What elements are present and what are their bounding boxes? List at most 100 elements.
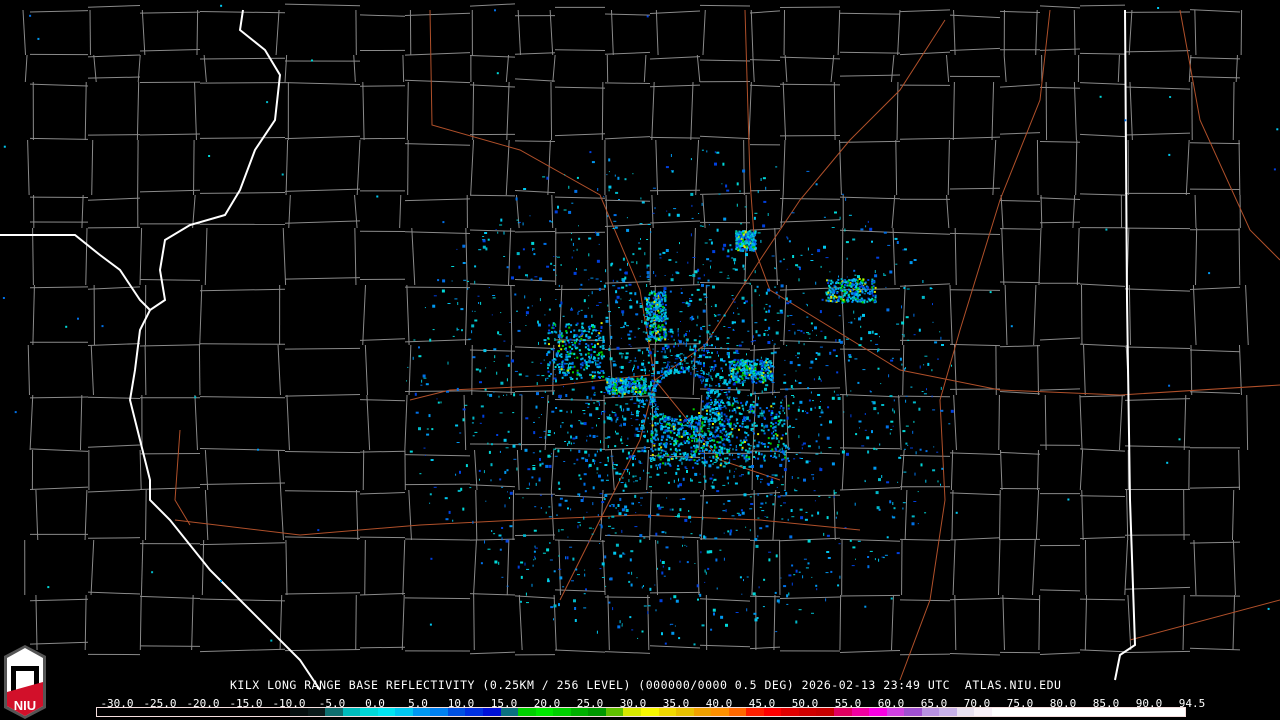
county-line bbox=[703, 449, 706, 491]
echo-pixel bbox=[636, 378, 639, 381]
echo-pixel bbox=[730, 367, 733, 370]
echo-pixel bbox=[691, 425, 694, 427]
county-line bbox=[81, 194, 84, 229]
echo-pixel bbox=[578, 335, 581, 338]
echo-pixel bbox=[700, 326, 703, 330]
echo-pixel bbox=[703, 535, 706, 539]
echo-pixel bbox=[532, 465, 536, 466]
echo-pixel bbox=[870, 340, 872, 342]
county-line bbox=[553, 594, 557, 651]
echo-pixel bbox=[496, 371, 498, 375]
echo-pixel bbox=[551, 453, 553, 455]
echo-pixel bbox=[668, 331, 670, 333]
echo-pixel bbox=[627, 451, 630, 455]
echo-pixel bbox=[560, 264, 562, 266]
echo-pixel bbox=[710, 419, 713, 422]
county-line bbox=[404, 394, 408, 451]
county-line bbox=[87, 54, 141, 58]
echo-pixel bbox=[602, 371, 605, 374]
echo-pixel bbox=[782, 458, 785, 461]
county-line bbox=[469, 349, 516, 352]
echo-pixel bbox=[728, 440, 731, 443]
echo-pixel bbox=[684, 451, 687, 455]
echo-pixel bbox=[550, 373, 552, 375]
echo-pixel bbox=[692, 453, 695, 456]
echo-pixel bbox=[793, 458, 796, 460]
county-line bbox=[839, 487, 901, 491]
echo-pixel bbox=[829, 271, 831, 273]
echo-pixel bbox=[910, 386, 913, 388]
echo-pixel bbox=[605, 585, 607, 587]
echo-pixel bbox=[655, 331, 658, 334]
echo-pixel bbox=[586, 395, 589, 399]
echo-pixel bbox=[598, 371, 601, 374]
county-line bbox=[282, 227, 287, 286]
echo-pixel bbox=[592, 435, 596, 438]
county-line bbox=[643, 54, 647, 83]
echo-pixel bbox=[940, 409, 944, 412]
echo-pixel bbox=[661, 435, 665, 439]
echo-pixel bbox=[588, 330, 590, 333]
echo-pixel bbox=[658, 316, 661, 319]
echo-pixel bbox=[743, 364, 745, 367]
county-line bbox=[404, 52, 471, 56]
echo-pixel bbox=[663, 333, 666, 336]
echo-pixel bbox=[604, 555, 607, 559]
echo-pixel bbox=[558, 363, 561, 365]
echo-pixel bbox=[507, 491, 508, 493]
echo-pixel bbox=[525, 417, 529, 420]
echo-pixel bbox=[619, 377, 622, 380]
echo-pixel bbox=[501, 537, 503, 541]
echo-pixel bbox=[532, 248, 535, 250]
echo-pixel bbox=[877, 412, 879, 415]
echo-pixel bbox=[873, 466, 877, 470]
echo-pixel bbox=[700, 440, 703, 443]
echo-pixel bbox=[781, 425, 784, 428]
county-line bbox=[1003, 54, 1007, 83]
echo-pixel bbox=[853, 310, 855, 314]
echo-pixel bbox=[587, 325, 590, 328]
echo-pixel bbox=[606, 416, 610, 420]
echo-pixel bbox=[733, 475, 735, 478]
echo-pixel bbox=[755, 381, 758, 384]
echo-pixel bbox=[902, 502, 906, 504]
echo-pixel bbox=[642, 351, 644, 355]
echo-pixel bbox=[757, 415, 760, 418]
echo-pixel bbox=[444, 497, 448, 500]
echo-pixel bbox=[520, 575, 523, 579]
echo-pixel bbox=[742, 249, 745, 252]
county-line bbox=[404, 390, 471, 392]
echo-pixel bbox=[598, 243, 600, 245]
echo-pixel bbox=[527, 306, 530, 309]
echo-pixel bbox=[596, 363, 599, 366]
county-line bbox=[699, 4, 751, 7]
echo-pixel bbox=[565, 347, 567, 350]
echo-pixel bbox=[783, 381, 787, 384]
echo-pixel bbox=[643, 605, 647, 607]
echo-pixel bbox=[650, 459, 651, 462]
county-line bbox=[1128, 9, 1133, 56]
echo-pixel bbox=[665, 546, 669, 549]
county-line bbox=[1185, 139, 1190, 196]
echo-pixel bbox=[580, 376, 583, 379]
echo-pixel bbox=[669, 365, 670, 369]
echo-pixel bbox=[771, 417, 774, 421]
echo-pixel bbox=[719, 379, 721, 381]
echo-pixel bbox=[614, 174, 616, 177]
county-line bbox=[843, 344, 848, 396]
echo-pixel bbox=[674, 447, 677, 450]
echo-pixel bbox=[584, 573, 586, 577]
echo-pixel bbox=[760, 429, 763, 432]
echo-pixel bbox=[725, 383, 727, 385]
echo-pixel bbox=[722, 452, 725, 455]
echo-pixel bbox=[624, 485, 628, 488]
echo-pixel bbox=[615, 432, 619, 435]
echo-pixel bbox=[593, 402, 596, 404]
echo-pixel bbox=[932, 469, 936, 472]
county-line bbox=[1128, 284, 1131, 346]
echo-pixel bbox=[864, 413, 866, 415]
echo-pixel bbox=[659, 425, 662, 429]
echo-pixel bbox=[741, 296, 745, 300]
echo-pixel bbox=[701, 416, 704, 419]
